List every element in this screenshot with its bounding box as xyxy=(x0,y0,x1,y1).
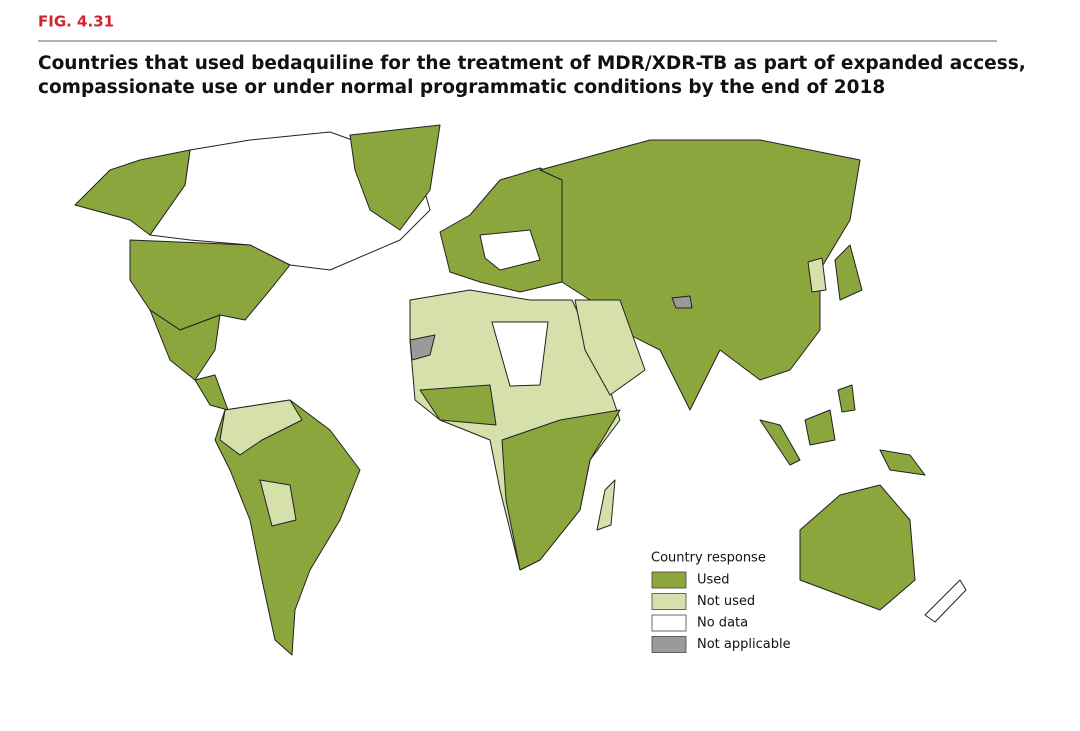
region xyxy=(194,374,229,411)
region xyxy=(879,449,926,476)
region xyxy=(759,419,801,466)
region xyxy=(149,309,221,381)
region xyxy=(74,149,191,236)
region xyxy=(799,484,916,611)
region xyxy=(834,244,863,301)
legend-label: Not applicable xyxy=(697,637,791,652)
region xyxy=(439,167,563,293)
region xyxy=(409,334,436,361)
region xyxy=(214,399,361,656)
region xyxy=(501,409,621,571)
region xyxy=(596,479,616,531)
region xyxy=(491,321,549,387)
region xyxy=(219,399,303,456)
world-map xyxy=(74,124,967,656)
region xyxy=(671,295,693,309)
legend: Country response Used Not used No data Not … xyxy=(651,551,791,653)
legend-label: No data xyxy=(697,616,748,631)
title-line: Countries that used bedaquiline for the … xyxy=(38,53,1026,74)
region xyxy=(837,384,856,413)
region xyxy=(807,257,827,293)
legend-swatch xyxy=(651,593,687,610)
legend-swatch xyxy=(651,636,687,653)
region xyxy=(479,229,541,271)
region xyxy=(259,479,297,527)
legend-label: Used xyxy=(697,573,730,588)
region xyxy=(349,124,441,231)
region xyxy=(574,299,646,396)
title-line: compassionate use or under normal progra… xyxy=(38,77,885,98)
region xyxy=(804,409,836,446)
region xyxy=(419,384,497,426)
region xyxy=(539,139,861,411)
legend-title: Country response xyxy=(651,551,766,566)
figure-label: FIG. 4.31 xyxy=(38,13,114,31)
region xyxy=(129,239,291,331)
legend-swatch xyxy=(651,614,687,632)
legend-label: Not used xyxy=(697,594,755,609)
legend-swatch xyxy=(651,571,687,589)
region xyxy=(924,579,967,623)
